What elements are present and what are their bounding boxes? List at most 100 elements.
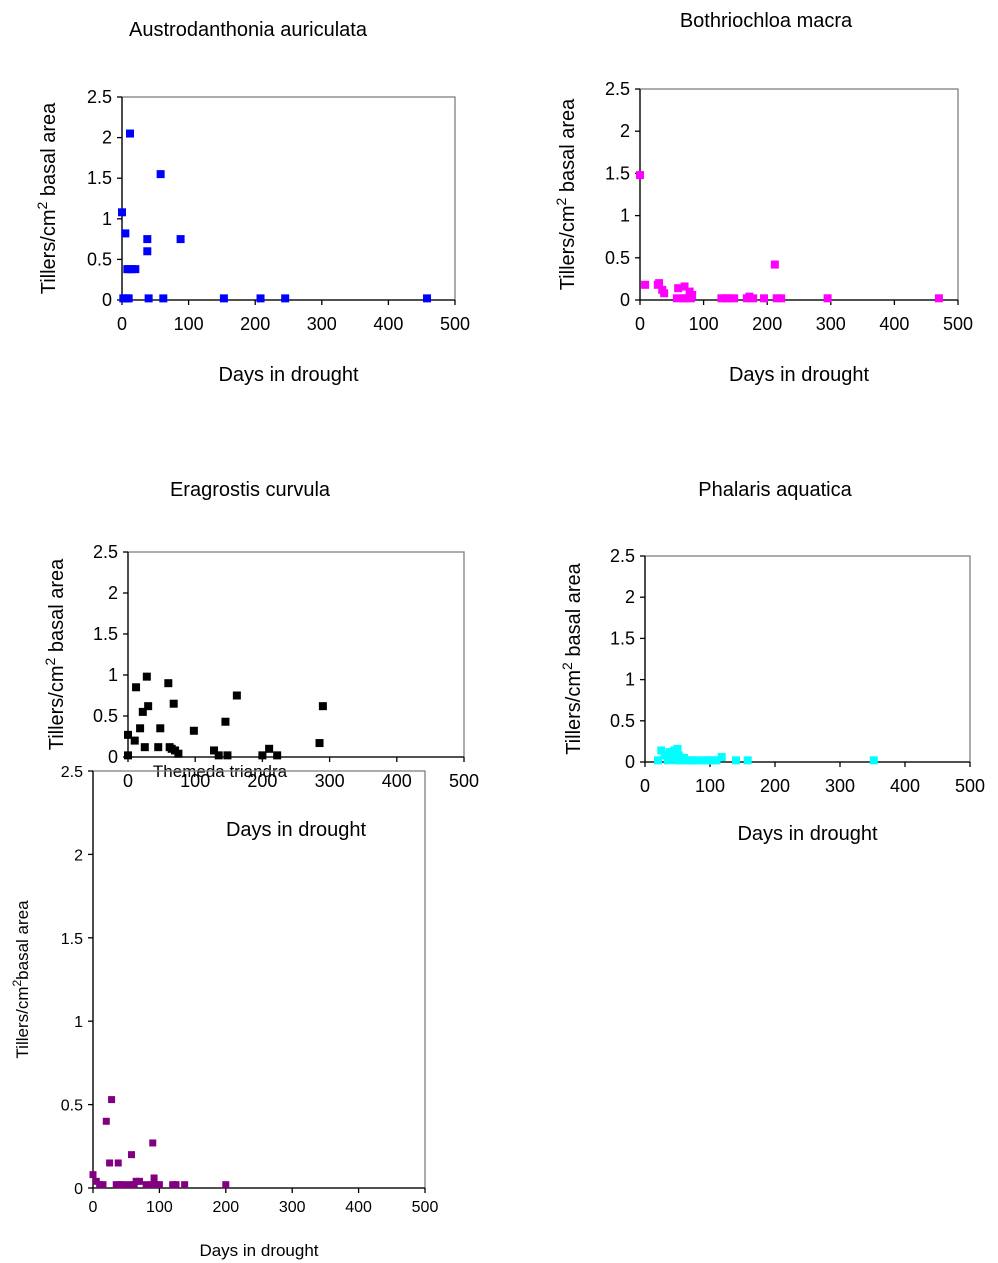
x-tick-label: 400 bbox=[879, 314, 909, 334]
data-point bbox=[770, 260, 779, 269]
x-tick-label: 500 bbox=[440, 314, 470, 334]
data-point bbox=[114, 1159, 122, 1167]
data-point bbox=[660, 751, 669, 760]
data-point bbox=[164, 679, 173, 688]
y-tick-label: 1 bbox=[625, 670, 635, 690]
plot-frame bbox=[121, 96, 456, 301]
data-point bbox=[144, 702, 153, 711]
y-tick-label: 1 bbox=[74, 1014, 83, 1031]
y-tick-label: 1 bbox=[108, 665, 118, 685]
chart-title: Eragrostis curvula bbox=[170, 479, 331, 501]
data-point bbox=[674, 751, 683, 760]
data-point bbox=[672, 756, 681, 765]
data-point bbox=[169, 699, 178, 708]
data-point bbox=[89, 1171, 97, 1179]
data-point bbox=[108, 1096, 116, 1104]
x-tick-label: 0 bbox=[640, 776, 650, 796]
data-point bbox=[934, 294, 943, 303]
data-point bbox=[636, 171, 644, 180]
data-point bbox=[749, 294, 758, 303]
data-point bbox=[159, 294, 168, 303]
data-point bbox=[222, 1181, 230, 1189]
data-point bbox=[219, 294, 228, 303]
y-tick-label: 0.5 bbox=[605, 248, 630, 268]
data-point bbox=[126, 1181, 134, 1189]
x-tick-label: 300 bbox=[816, 314, 846, 334]
x-tick-label: 400 bbox=[373, 314, 403, 334]
x-tick-label: 100 bbox=[689, 314, 719, 334]
x-tick-label: 100 bbox=[695, 776, 725, 796]
y-tick-label: 2 bbox=[625, 587, 635, 607]
y-tick-label: 1.5 bbox=[93, 624, 118, 644]
data-point bbox=[124, 730, 132, 739]
data-point bbox=[135, 1177, 143, 1185]
data-point bbox=[214, 751, 223, 760]
y-axis-label: Tillers/cm2 basal area bbox=[559, 562, 585, 754]
data-point bbox=[138, 707, 147, 716]
data-point bbox=[181, 1181, 189, 1189]
data-point bbox=[660, 289, 669, 298]
data-point bbox=[423, 294, 432, 303]
data-point bbox=[155, 1181, 163, 1189]
data-point bbox=[156, 170, 165, 179]
data-point bbox=[693, 756, 701, 765]
x-tick-label: 400 bbox=[382, 771, 412, 791]
data-point bbox=[149, 1139, 157, 1147]
data-point bbox=[125, 129, 134, 138]
data-point bbox=[140, 743, 149, 752]
data-point bbox=[121, 229, 130, 238]
x-tick-label: 100 bbox=[174, 314, 204, 334]
y-tick-label: 0 bbox=[102, 290, 112, 310]
data-point bbox=[99, 1181, 107, 1189]
data-point bbox=[143, 247, 152, 256]
data-point bbox=[674, 284, 683, 293]
data-point bbox=[655, 279, 664, 288]
y-axis-label: Tillers/cm2 basal area bbox=[34, 102, 60, 294]
data-point bbox=[823, 294, 832, 303]
data-point bbox=[189, 726, 198, 735]
data-point bbox=[131, 265, 140, 274]
y-axis-label: Tillers/cm2 basal area bbox=[42, 558, 68, 750]
x-tick-label: 0 bbox=[89, 1199, 98, 1216]
x-axis-label: Days in drought bbox=[218, 364, 359, 386]
data-point bbox=[315, 739, 324, 748]
x-tick-label: 0 bbox=[117, 314, 127, 334]
data-point bbox=[210, 746, 219, 755]
chart-title: Phalaris aquatica bbox=[698, 479, 852, 501]
data-point bbox=[142, 672, 151, 681]
data-point bbox=[102, 1117, 110, 1125]
x-axis-label: Days in drought bbox=[226, 819, 367, 841]
chart-2: Bothriochloa macra 0 100 200 300 400 500 0 0.5 1 1… bbox=[553, 10, 973, 386]
y-axis-label: Tillers/cm2basal area bbox=[10, 900, 32, 1059]
data-point bbox=[150, 1174, 158, 1182]
y-tick-label: 2 bbox=[620, 121, 630, 141]
y-tick-label: 0.5 bbox=[610, 711, 635, 731]
data-point bbox=[223, 751, 232, 760]
y-tick-label: 0 bbox=[625, 752, 635, 772]
y-tick-label: 0.5 bbox=[87, 249, 112, 269]
x-tick-label: 400 bbox=[345, 1199, 372, 1216]
data-point bbox=[176, 235, 185, 244]
y-tick-label: 2.5 bbox=[610, 546, 635, 566]
data-point bbox=[665, 748, 674, 757]
data-point bbox=[318, 702, 327, 711]
data-point bbox=[281, 294, 290, 303]
x-tick-label: 200 bbox=[760, 776, 790, 796]
y-tick-label: 0.5 bbox=[93, 706, 118, 726]
x-tick-label: 0 bbox=[635, 314, 645, 334]
y-tick-label: 1.5 bbox=[61, 931, 83, 948]
x-tick-label: 200 bbox=[752, 314, 782, 334]
data-point bbox=[258, 751, 267, 760]
x-tick-label: 200 bbox=[247, 771, 277, 791]
data-point bbox=[119, 1181, 127, 1189]
x-tick-label: 0 bbox=[123, 771, 133, 791]
data-point bbox=[256, 294, 265, 303]
data-point bbox=[221, 717, 230, 726]
data-point bbox=[725, 294, 734, 303]
data-point bbox=[174, 749, 183, 758]
data-point bbox=[657, 746, 666, 755]
x-tick-label: 100 bbox=[146, 1199, 173, 1216]
y-tick-label: 0.5 bbox=[61, 1098, 83, 1115]
y-tick-label: 1.5 bbox=[87, 168, 112, 188]
